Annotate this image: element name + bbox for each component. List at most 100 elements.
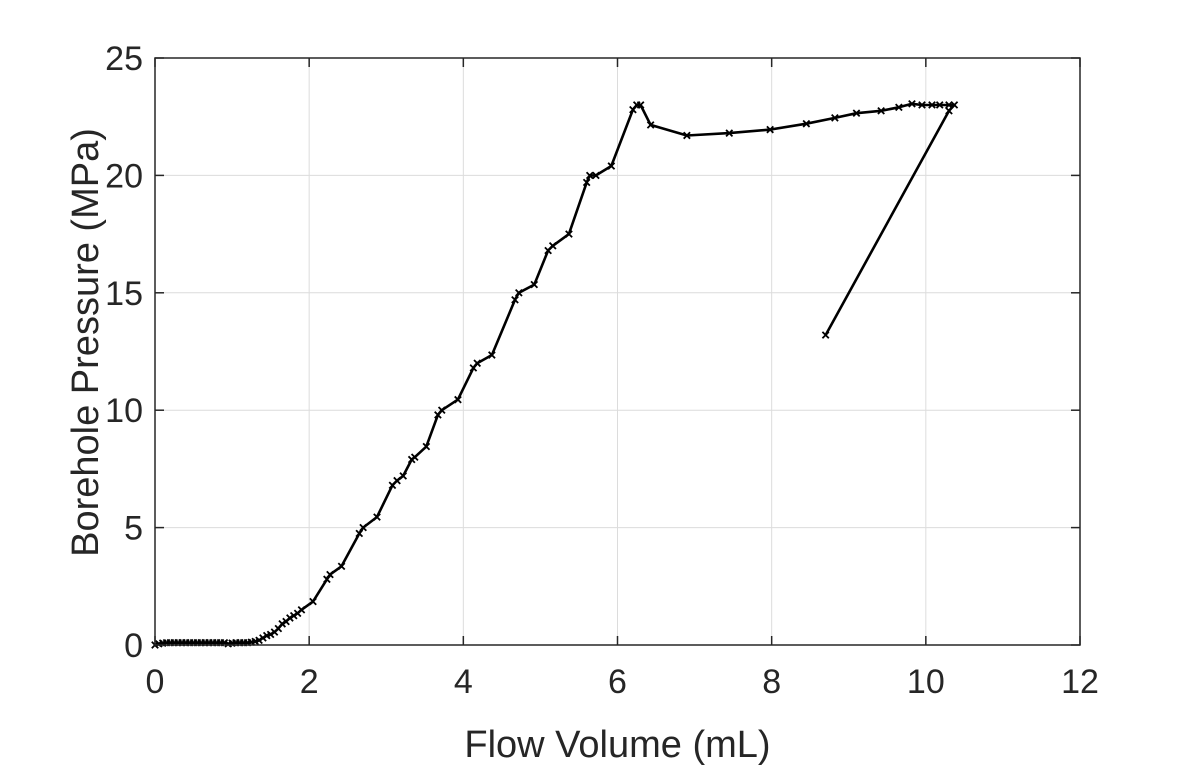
- y-tick-label: 5: [124, 510, 143, 548]
- data-point-marker: [309, 597, 317, 606]
- data-point-marker: [326, 570, 334, 579]
- data-point-marker: [286, 614, 294, 622]
- data-point-marker: [918, 101, 926, 109]
- marker-stroke: [473, 359, 482, 368]
- y-tick-label: 0: [124, 627, 143, 665]
- marker-stroke: [725, 129, 734, 137]
- marker-stroke: [393, 476, 401, 485]
- marker-stroke: [928, 101, 936, 109]
- data-point-marker: [935, 101, 944, 109]
- data-point-marker: [548, 242, 557, 250]
- data-point-marker: [410, 453, 419, 461]
- marker-stroke: [266, 630, 275, 639]
- marker-stroke: [454, 395, 462, 404]
- data-point-marker: [255, 636, 263, 645]
- data-point-marker: [950, 101, 959, 109]
- data-point-marker: [373, 513, 381, 521]
- marker-stroke: [935, 101, 944, 109]
- data-point-marker: [683, 131, 691, 140]
- data-point-marker: [511, 296, 519, 304]
- marker-stroke: [511, 296, 519, 304]
- marker-stroke: [359, 523, 367, 532]
- data-point-marker: [473, 359, 482, 368]
- x-tick-label: 0: [146, 663, 165, 701]
- marker-stroke: [286, 614, 294, 622]
- data-point-marker: [437, 406, 446, 415]
- marker-stroke: [877, 106, 885, 115]
- grid: [155, 58, 1080, 645]
- data-series: [151, 99, 959, 649]
- marker-stroke: [410, 453, 419, 461]
- marker-stroke: [607, 162, 616, 170]
- data-point-marker: [259, 634, 267, 642]
- y-tick-label: 20: [105, 157, 143, 195]
- x-tick-label: 8: [762, 663, 781, 701]
- data-point-marker: [399, 472, 408, 480]
- y-axis-title: Borehole Pressure (MPa): [65, 128, 107, 557]
- marker-stroke: [337, 562, 346, 571]
- marker-stroke: [399, 472, 408, 480]
- marker-stroke: [585, 171, 594, 180]
- marker-stroke: [309, 597, 317, 606]
- data-point-marker: [266, 630, 275, 639]
- marker-stroke: [259, 634, 267, 642]
- marker-stroke: [895, 103, 903, 112]
- data-point-marker: [895, 103, 903, 112]
- marker-stroke: [802, 119, 811, 128]
- data-point-marker: [297, 605, 306, 614]
- marker-stroke: [646, 121, 655, 129]
- data-point-marker: [877, 106, 885, 115]
- data-point-marker: [592, 171, 600, 180]
- x-axis-title: Flow Volume (mL): [464, 724, 770, 766]
- x-tick-label: 12: [1061, 663, 1099, 701]
- marker-stroke: [289, 611, 298, 620]
- data-point-marker: [323, 575, 331, 584]
- x-tick-label: 2: [300, 663, 319, 701]
- data-point-marker: [928, 101, 936, 109]
- data-point-marker: [355, 529, 364, 538]
- series-line: [154, 102, 956, 647]
- marker-stroke: [488, 351, 496, 359]
- marker-stroke: [323, 575, 331, 584]
- data-point-marker: [908, 99, 916, 108]
- marker-stroke: [636, 101, 645, 109]
- y-tick-label: 15: [105, 275, 143, 313]
- marker-stroke: [565, 230, 573, 238]
- data-point-marker: [359, 523, 367, 532]
- data-point-marker: [422, 442, 431, 451]
- x-tick-label: 4: [454, 663, 473, 701]
- marker-stroke: [821, 331, 830, 339]
- data-point-marker: [585, 171, 594, 180]
- data-point-marker: [337, 562, 346, 571]
- data-point-marker: [802, 119, 811, 128]
- data-point-marker: [852, 109, 861, 118]
- marker-stroke: [683, 131, 691, 140]
- x-tick-label: 6: [608, 663, 627, 701]
- data-point-marker: [565, 230, 573, 238]
- data-point-marker: [636, 101, 645, 109]
- marker-stroke: [766, 125, 774, 134]
- marker-stroke: [530, 280, 539, 289]
- plot-area-border: [154, 57, 1081, 646]
- data-point-marker: [821, 331, 830, 339]
- data-point-marker: [945, 106, 953, 115]
- marker-stroke: [373, 513, 381, 521]
- x-tick-label: 10: [907, 663, 945, 701]
- data-point-marker: [514, 288, 523, 297]
- data-point-marker: [530, 280, 539, 289]
- marker-stroke: [422, 442, 431, 451]
- marker-stroke: [592, 171, 600, 180]
- data-point-marker: [454, 395, 462, 404]
- y-tick-label: 25: [105, 40, 143, 78]
- marker-stroke: [548, 242, 557, 250]
- marker-stroke: [950, 101, 959, 109]
- marker-stroke: [908, 99, 916, 108]
- data-point-marker: [607, 162, 616, 170]
- marker-stroke: [852, 109, 861, 118]
- marker-stroke: [355, 529, 364, 538]
- data-point-marker: [278, 620, 287, 628]
- data-point-marker: [582, 178, 591, 187]
- marker-stroke: [945, 106, 953, 115]
- marker-stroke: [514, 288, 523, 297]
